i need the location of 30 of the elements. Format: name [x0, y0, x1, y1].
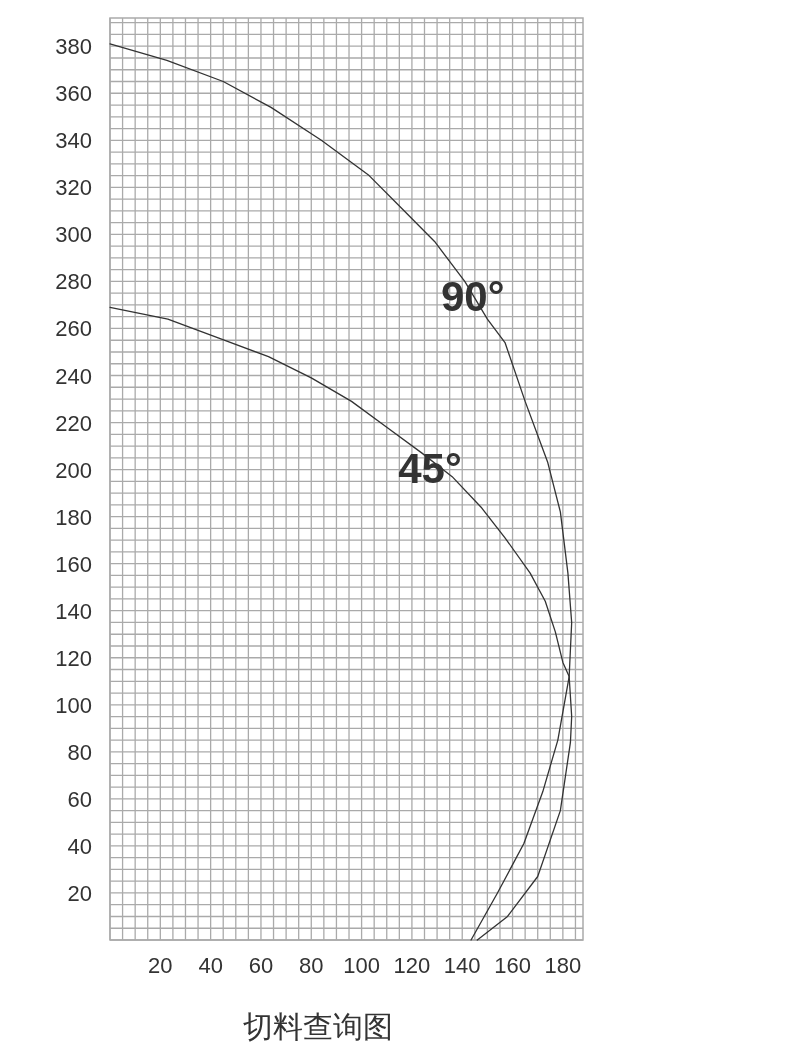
y-tick-label: 220: [55, 410, 92, 436]
x-tick-label: 140: [443, 953, 481, 978]
y-tick-label: 80: [67, 739, 92, 765]
x-tick-label: 20: [148, 953, 173, 978]
x-tick-label: 160: [494, 953, 531, 978]
y-tick-label: 240: [55, 363, 92, 389]
text: 切料查询图: [243, 1010, 393, 1043]
y-tick-label: 120: [55, 645, 92, 671]
y-tick-label: 340: [55, 128, 92, 154]
y-tick-label: 260: [55, 316, 92, 342]
x-tick-label: 120: [393, 953, 431, 978]
y-tick-label: 100: [55, 692, 92, 718]
y-tick-label: 60: [67, 786, 92, 812]
x-tick-label: 40: [198, 953, 223, 978]
y-tick-label: 300: [55, 222, 92, 248]
y-tick-label: 20: [67, 880, 92, 906]
y-tick-label: 140: [55, 598, 92, 624]
x-tick-label: 100: [343, 953, 380, 978]
y-tick-label: 160: [55, 551, 92, 577]
y-tick-label: 180: [55, 504, 92, 530]
y-tick-label: 320: [55, 175, 92, 201]
y-tick-label: 380: [55, 34, 92, 60]
line-series: [109, 43, 573, 941]
y-tick-label: 360: [55, 81, 92, 107]
y-tick-label: 200: [55, 457, 92, 483]
x-tick-label: 60: [248, 953, 274, 978]
y-tick-label: 280: [55, 269, 92, 295]
x-tick-label: 180: [544, 953, 582, 978]
x-tick-label: 80: [299, 953, 324, 978]
y-tick-label: 40: [67, 833, 92, 859]
